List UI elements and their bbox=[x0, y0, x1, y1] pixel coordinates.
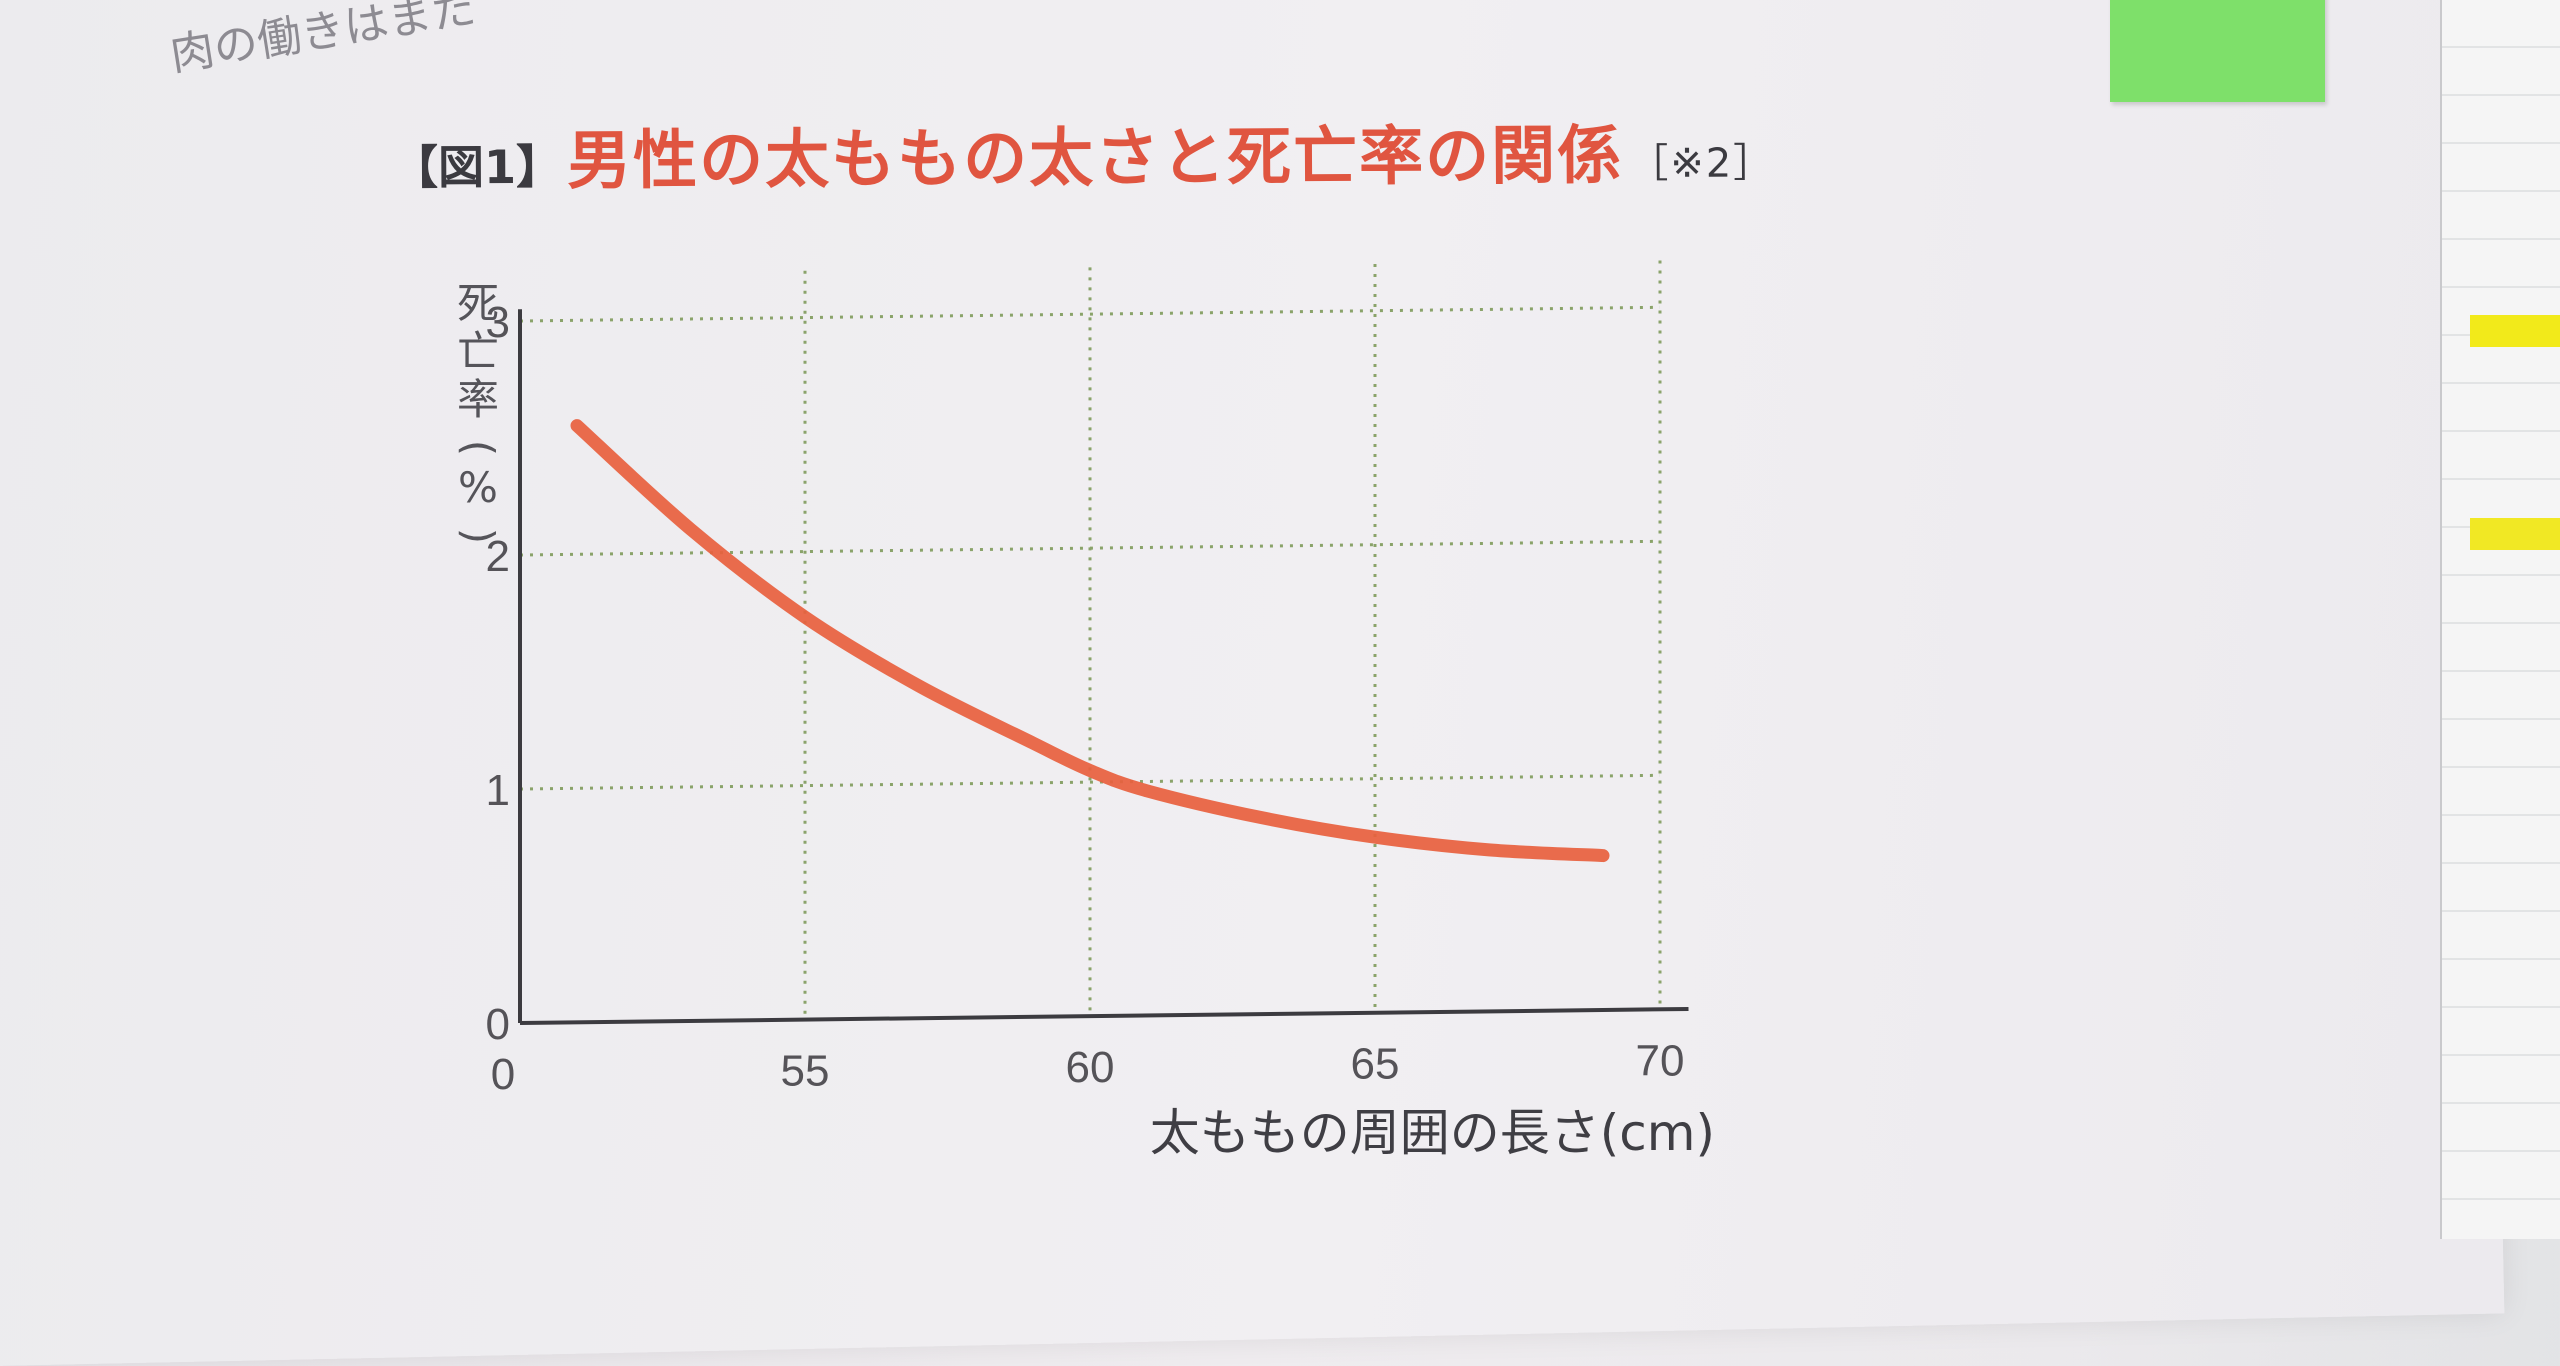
grid-line-horizontal bbox=[519, 773, 1661, 791]
sticky-note bbox=[2110, 0, 2325, 102]
series-line bbox=[570, 419, 1610, 863]
x-tick-label: 70 bbox=[1636, 1036, 1685, 1085]
chart: 0 55 60 65 70 0 1 2 3 太ももの周囲の長さ(cm) 死亡率 (%) bbox=[454, 260, 1715, 1162]
y-label-char: 率 bbox=[457, 375, 499, 424]
ticks: 0 55 60 65 70 0 1 2 3 bbox=[486, 298, 1685, 1099]
y-tick-label: 3 bbox=[486, 298, 510, 347]
x-tick-label: 60 bbox=[1066, 1043, 1115, 1092]
x-axis-line bbox=[519, 1006, 1689, 1025]
y-label-char: % bbox=[458, 463, 498, 512]
axes bbox=[518, 309, 1689, 1025]
page-stack-edge bbox=[2440, 0, 2560, 1239]
grid-line-horizontal bbox=[519, 539, 1661, 557]
y-label-char: ( bbox=[454, 440, 503, 456]
yellow-tab bbox=[2470, 315, 2560, 347]
y-axis-label: 死亡率 (%) bbox=[454, 279, 503, 544]
y-label-char: ) bbox=[454, 528, 503, 544]
y-tick-label: 1 bbox=[486, 766, 510, 815]
y-tick-label: 2 bbox=[486, 532, 510, 581]
x-tick-label: 0 bbox=[491, 1050, 515, 1099]
yellow-tab bbox=[2470, 518, 2560, 550]
grid-line-horizontal bbox=[519, 305, 1661, 323]
grid bbox=[519, 260, 1662, 1020]
x-tick-label: 55 bbox=[781, 1047, 830, 1096]
y-label-char: 亡 bbox=[457, 327, 499, 376]
y-label-char: 死 bbox=[457, 279, 499, 328]
y-tick-label: 0 bbox=[486, 1000, 510, 1049]
x-axis-label: 太ももの周囲の長さ(cm) bbox=[1150, 1104, 1715, 1162]
series bbox=[570, 419, 1610, 863]
x-tick-label: 65 bbox=[1351, 1040, 1400, 1089]
